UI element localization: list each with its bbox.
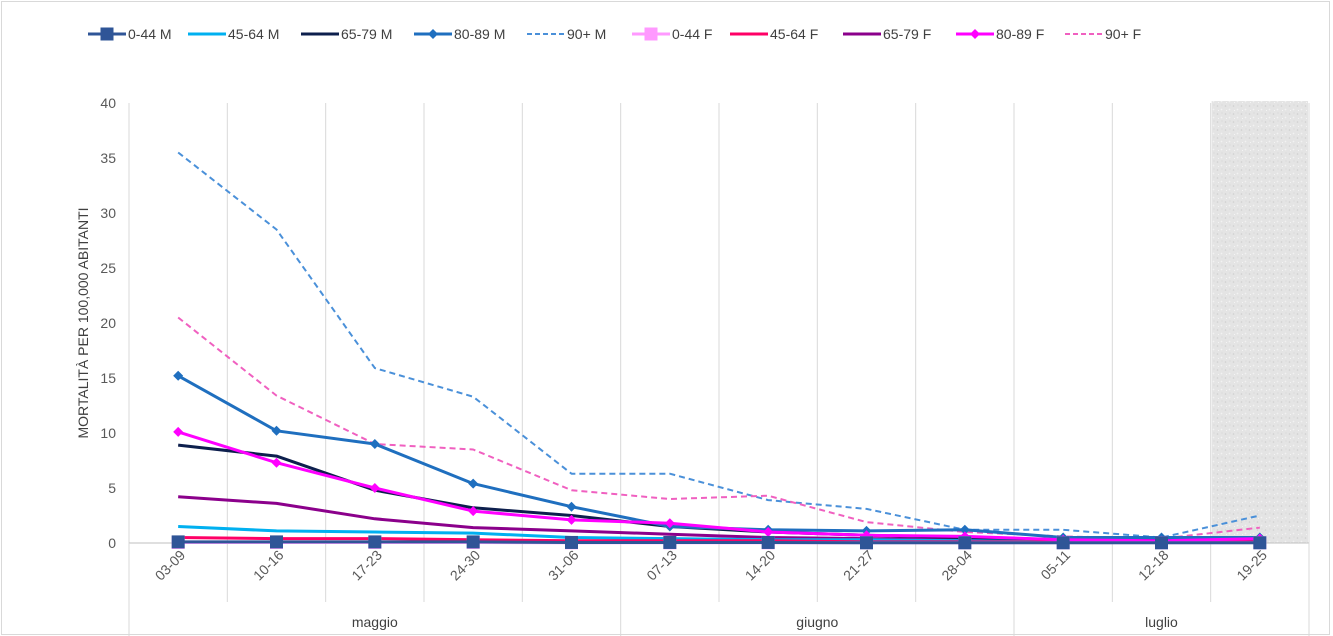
legend-65-79-f-label: 65-79 F [883,26,931,42]
x-tick-label: 17-23 [348,547,385,584]
legend-65-79-m-label: 65-79 M [341,26,392,42]
series-80-89-m-point [567,502,577,512]
y-axis: 0 5 10 15 20 25 30 35 40 [100,95,116,551]
series-80-89-m-point [370,439,380,449]
month-label: giugno [796,614,838,630]
series-0-44-m-point [566,536,578,548]
legend-0-44-f: 0-44 F [632,26,712,42]
legend-45-64-f: 45-64 F [730,26,818,42]
series-0-44-m-line [178,542,1260,543]
vertical-gridlines [129,103,1309,543]
series-0-44-m-point [959,537,971,549]
x-tick-label: 12-18 [1135,547,1172,584]
x-tick-label: 14-20 [742,547,779,584]
legend-65-79-f: 65-79 F [843,26,931,42]
x-tick-label: 21-27 [840,547,877,584]
series-0-44-m-point [861,537,873,549]
legend-0-44-m: 0-44 M [88,26,172,42]
x-tick-label: 19-25 [1233,547,1270,584]
legend-90plus-m-label: 90+ M [567,26,606,42]
legend-90plus-f-label: 90+ F [1105,26,1141,42]
legend-80-89-f-label: 80-89 F [996,26,1044,42]
y-tick-label: 35 [100,150,116,166]
y-tick-label: 25 [100,260,116,276]
series-0-44-m-point [467,536,479,548]
y-tick-label: 30 [100,205,116,221]
legend-90plus-m: 90+ M [527,26,606,42]
x-tick-label: 07-13 [643,547,680,584]
chart-legend: 0-44 M 45-64 M 65-79 M 80-89 M 90+ M 0-44 F 45… [88,26,1141,42]
y-tick-label: 10 [100,425,116,441]
x-tick-label: 31-06 [545,547,582,584]
y-axis-title: MORTALITÀ PER 100,000 ABITANTI [75,207,91,438]
shaded-week-band [1212,101,1308,543]
legend-80-89-m-marker [428,29,438,39]
series-80-89-f-point [272,458,282,468]
month-label: luglio [1145,614,1178,630]
y-tick-label: 5 [108,480,116,496]
legend-0-44-f-marker [645,28,657,40]
x-tick-label: 28-04 [938,547,975,584]
legend-0-44-m-label: 0-44 M [128,26,172,42]
series-0-44-m-point [1254,537,1266,549]
legend-45-64-f-label: 45-64 F [770,26,818,42]
legend-80-89-f: 80-89 F [956,26,1044,42]
series-80-89-m-point [468,479,478,489]
x-tick-label: 05-11 [1037,547,1073,583]
series-0-44-m-point [664,536,676,548]
series-0-44-m-point [1156,537,1168,549]
legend-0-44-f-label: 0-44 F [672,26,712,42]
legend-80-89-m-label: 80-89 M [454,26,505,42]
series-0-44-m-point [762,536,774,548]
series-0-44-m-point [1057,537,1069,549]
legend-45-64-m-label: 45-64 M [228,26,279,42]
x-tick-label: 03-09 [152,547,189,584]
legend-80-89-f-marker [970,29,980,39]
x-tick-label: 10-16 [250,547,287,584]
legend-0-44-m-marker [101,28,113,40]
series-0-44-m-point [172,536,184,548]
y-tick-label: 40 [100,95,116,111]
legend-90plus-f: 90+ F [1065,26,1141,42]
legend-65-79-m: 65-79 M [301,26,392,42]
series-0-44-m-point [271,536,283,548]
series-80-89-f-point [173,427,183,437]
month-label: maggio [352,614,398,630]
legend-45-64-m: 45-64 M [188,26,279,42]
legend-80-89-m: 80-89 M [414,26,505,42]
series-0-44-m-point [369,536,381,548]
x-tick-label: 24-30 [447,547,484,584]
x-axis: 03-09 10-16 17-23 24-30 31-06 07-13 14-20 21-27… [129,543,1309,636]
y-tick-label: 15 [100,370,116,386]
y-tick-label: 20 [100,315,116,331]
y-tick-label: 0 [108,535,116,551]
